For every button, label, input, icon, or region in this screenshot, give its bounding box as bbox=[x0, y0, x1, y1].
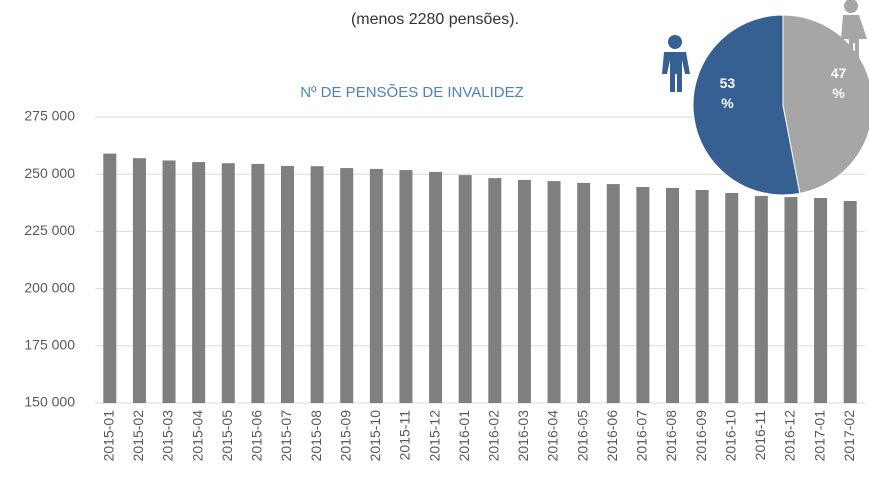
bar bbox=[103, 153, 117, 403]
x-tick-label: 2016-08 bbox=[663, 410, 679, 462]
x-tick-label: 2015-03 bbox=[160, 410, 176, 462]
bar bbox=[784, 197, 798, 403]
x-tick-label: 2016-10 bbox=[722, 410, 738, 462]
bar bbox=[666, 187, 679, 403]
bar bbox=[281, 165, 294, 403]
x-tick-label: 2015-12 bbox=[426, 410, 442, 462]
bar bbox=[754, 195, 768, 403]
x-tick-label: 2015-04 bbox=[189, 410, 205, 462]
y-tick-label: 150 000 bbox=[24, 394, 75, 410]
x-tick-label: 2015-06 bbox=[249, 410, 265, 462]
x-tick-label: 2015-05 bbox=[219, 410, 235, 462]
pie-slice bbox=[692, 14, 801, 196]
bar bbox=[369, 168, 383, 403]
y-tick-label: 275 000 bbox=[24, 108, 75, 124]
x-tick-label: 2016-01 bbox=[456, 410, 472, 462]
bar bbox=[162, 160, 176, 403]
bar bbox=[636, 187, 650, 403]
x-tick-label: 2015-11 bbox=[397, 410, 413, 461]
y-tick-label: 225 000 bbox=[24, 222, 75, 238]
x-tick-label: 2016-11 bbox=[752, 410, 768, 461]
x-tick-label: 2015-09 bbox=[337, 410, 353, 462]
pie-slice bbox=[782, 14, 869, 194]
bar bbox=[725, 192, 739, 403]
x-tick-label: 2015-02 bbox=[130, 410, 146, 462]
bar bbox=[843, 200, 857, 403]
x-tick-label: 2016-03 bbox=[515, 410, 531, 462]
bar bbox=[340, 168, 354, 403]
y-tick-label: 175 000 bbox=[24, 337, 75, 353]
x-tick-label: 2015-07 bbox=[278, 410, 294, 462]
pie-label: 53 % bbox=[719, 75, 736, 112]
y-tick-label: 200 000 bbox=[24, 279, 75, 295]
x-tick-label: 2016-04 bbox=[545, 410, 561, 462]
x-tick-label: 2017-02 bbox=[841, 410, 857, 462]
x-tick-label: 2016-05 bbox=[574, 410, 590, 462]
woman-icon bbox=[841, 0, 867, 59]
bar bbox=[132, 158, 146, 403]
chart-title: Nº DE PENSÕES DE INVALIDEZ bbox=[300, 84, 524, 101]
bar bbox=[695, 189, 709, 403]
man-icon bbox=[662, 35, 690, 92]
bar bbox=[458, 175, 472, 403]
bar bbox=[310, 166, 324, 403]
x-tick-label: 2017-01 bbox=[811, 410, 827, 462]
bar bbox=[429, 171, 443, 403]
x-tick-label: 2016-06 bbox=[604, 410, 620, 462]
x-tick-label: 2016-12 bbox=[782, 410, 798, 462]
bar bbox=[488, 178, 502, 403]
bar bbox=[547, 181, 561, 403]
y-tick-label: 250 000 bbox=[24, 165, 75, 181]
x-tick-label: 2016-07 bbox=[634, 410, 650, 462]
annotation: (menos 2280 pensões). bbox=[351, 11, 519, 28]
bar bbox=[577, 182, 591, 403]
x-tick-label: 2015-01 bbox=[101, 410, 117, 462]
bar bbox=[517, 179, 531, 403]
bar bbox=[814, 197, 828, 403]
x-tick-label: 2015-08 bbox=[308, 410, 324, 462]
pie-label: 47 % bbox=[830, 64, 847, 101]
x-tick-label: 2016-02 bbox=[486, 410, 502, 462]
x-tick-label: 2015-10 bbox=[367, 410, 383, 462]
bar bbox=[399, 170, 413, 403]
bar bbox=[192, 162, 206, 403]
bar bbox=[606, 184, 620, 403]
bar bbox=[221, 163, 235, 403]
bar bbox=[251, 163, 265, 403]
x-tick-label: 2016-09 bbox=[693, 410, 709, 462]
